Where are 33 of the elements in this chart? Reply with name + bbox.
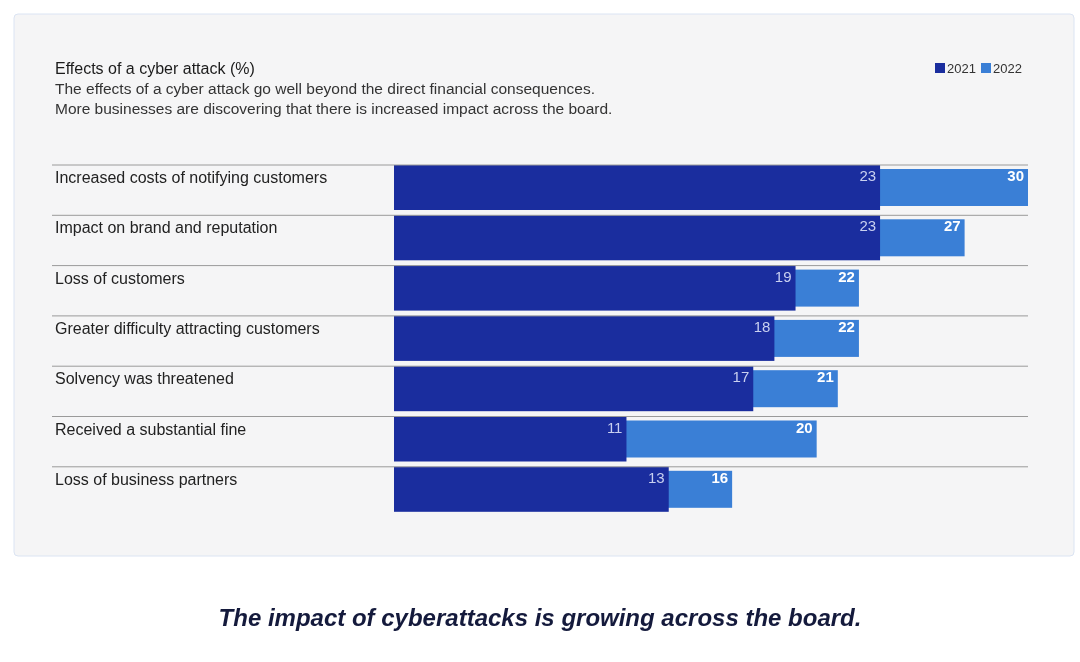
bar [394, 416, 627, 462]
text: The impact of cyberattacks is growing across the board. [218, 604, 862, 631]
y-tick-label: Solvency was threatened [55, 370, 234, 388]
data-label: 13 [648, 468, 665, 486]
data-label: 16 [711, 468, 729, 486]
data-label: 17 [732, 368, 750, 386]
data-label: 22 [838, 267, 855, 285]
data-label: 19 [774, 267, 792, 285]
data-label: 30 [1007, 167, 1024, 184]
data-label: 27 [943, 217, 961, 235]
y-tick-label: Greater difficulty attracting customers [55, 319, 320, 337]
data-label: 20 [795, 418, 813, 436]
text: Effects of a cyber attack (%) [55, 60, 255, 77]
bar [394, 215, 881, 261]
bar [394, 466, 669, 512]
data-label: 23 [859, 217, 877, 235]
bar [394, 366, 754, 412]
y-tick-label: Increased costs of notifying customers [55, 169, 328, 186]
legend-label: 2021 [947, 61, 976, 76]
y-tick-label: Loss of business partners [55, 470, 238, 488]
data-label: 18 [753, 317, 771, 335]
y-tick-label: Received a substantial fine [55, 420, 247, 438]
legend-label: 2022 [993, 61, 1022, 76]
y-tick-label: Impact on brand and reputation [55, 219, 278, 237]
bar [394, 265, 796, 311]
data-label: 22 [838, 317, 855, 335]
chart-subtitle: The effects of a cyber attack go well beyond the direct financial consequences. More businesses are discovering that there is increased impact across the board. [55, 80, 613, 117]
data-label: 21 [817, 368, 834, 386]
data-label: 11 [606, 418, 623, 436]
data-label: 23 [859, 167, 877, 184]
bar [394, 165, 881, 210]
y-tick-label: Loss of customers [55, 269, 185, 287]
bar [394, 315, 775, 361]
